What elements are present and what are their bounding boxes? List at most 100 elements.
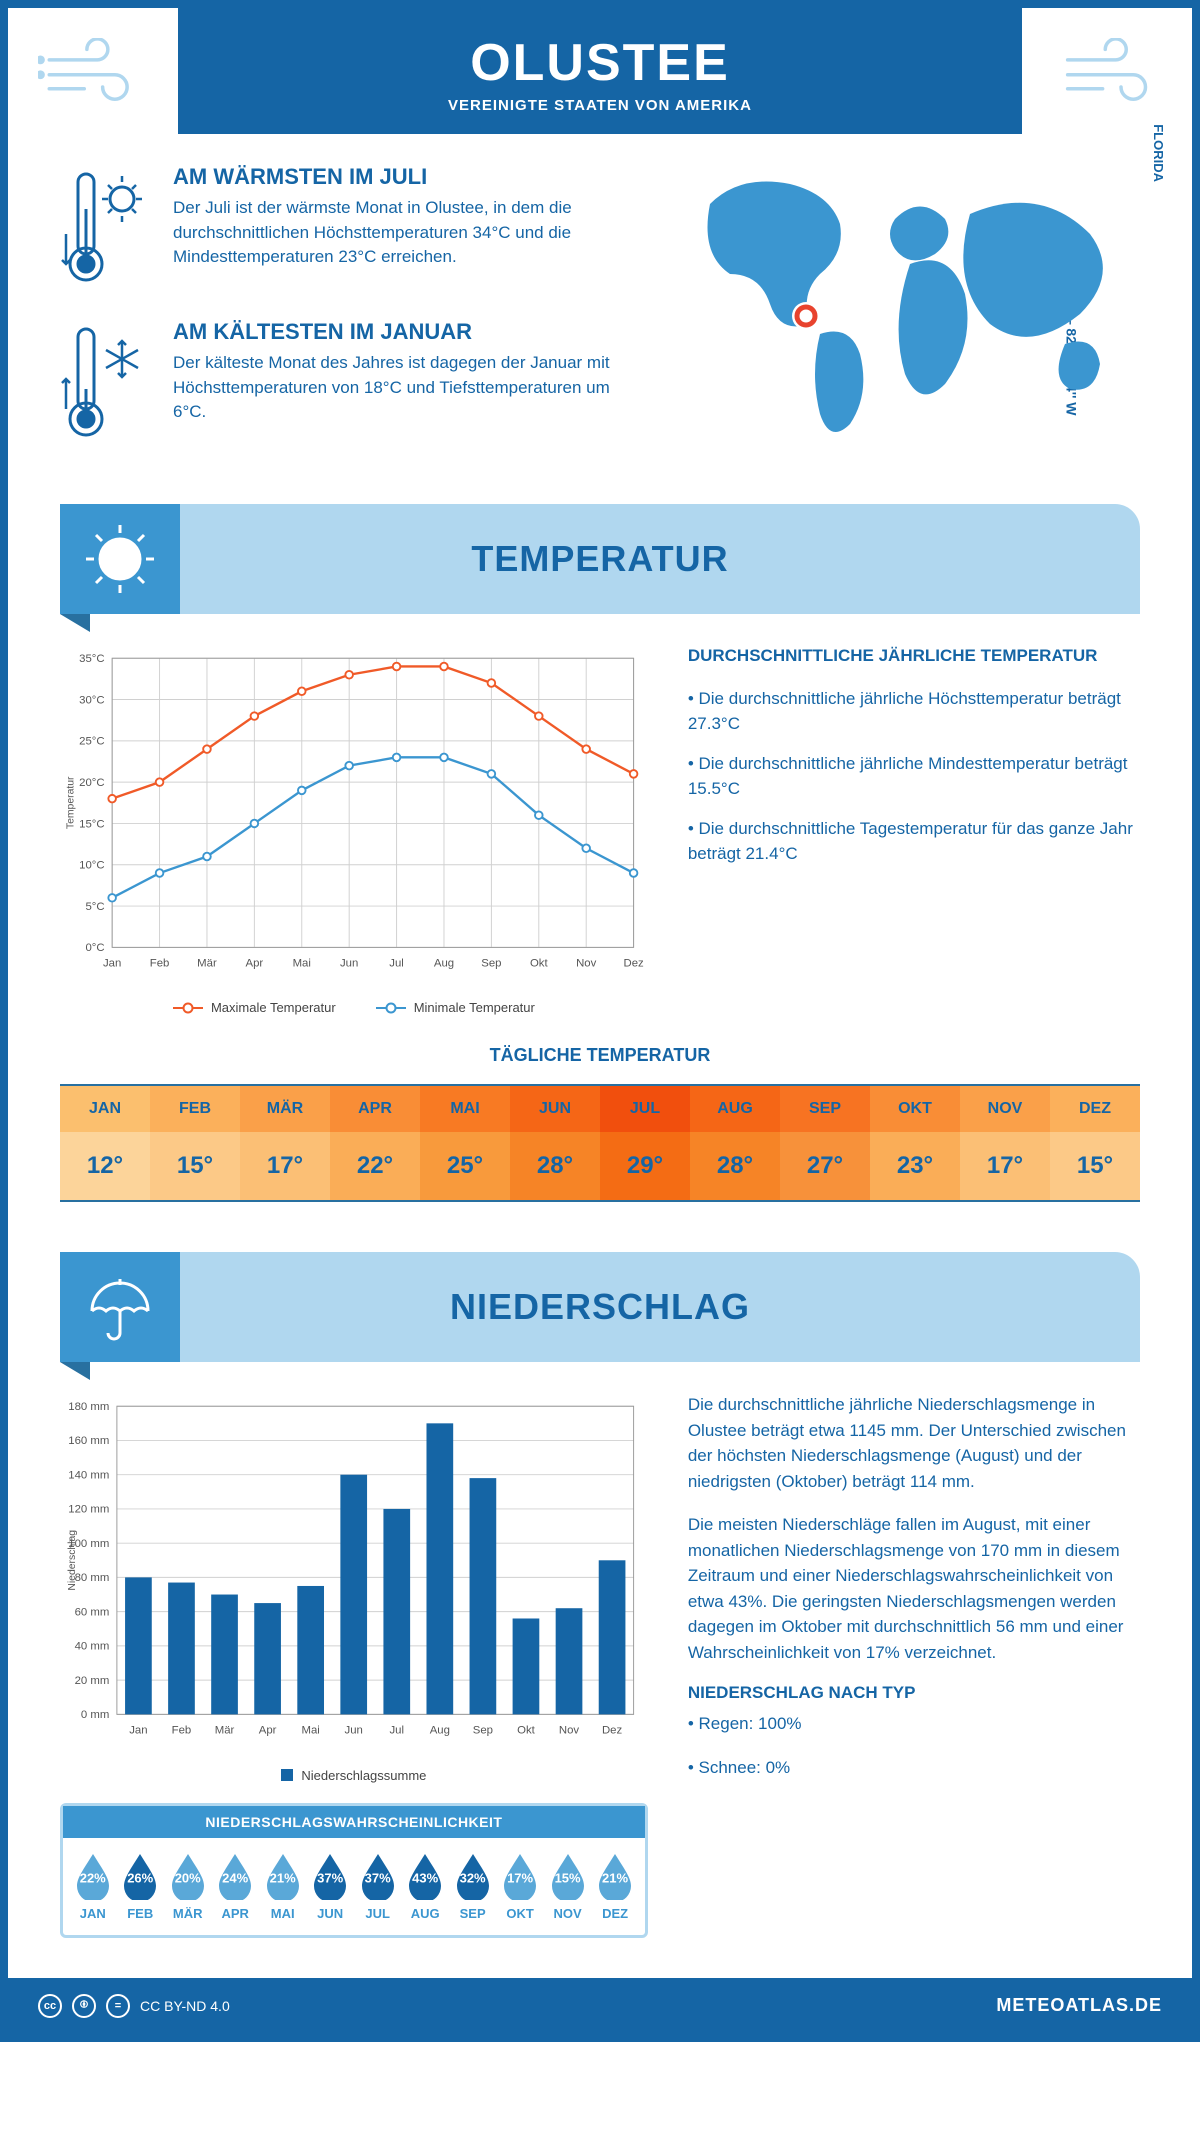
precip-title: NIEDERSCHLAG xyxy=(60,1252,1140,1362)
svg-text:80 mm: 80 mm xyxy=(75,1573,110,1585)
precip-p3: • Regen: 100% xyxy=(688,1711,1140,1737)
svg-text:Nov: Nov xyxy=(576,957,597,969)
prob-cell: 17%OKT xyxy=(496,1852,543,1921)
prob-cell: 32%SEP xyxy=(449,1852,496,1921)
precip-p4: • Schnee: 0% xyxy=(688,1755,1140,1781)
svg-text:140 mm: 140 mm xyxy=(68,1470,109,1482)
prob-cell: 24%APR xyxy=(211,1852,258,1921)
prob-title: NIEDERSCHLAGSWAHRSCHEINLICHKEIT xyxy=(63,1806,645,1838)
page-title: OLUSTEE xyxy=(8,33,1192,93)
svg-text:Dez: Dez xyxy=(602,1725,623,1737)
precip-probability-box: NIEDERSCHLAGSWAHRSCHEINLICHKEIT 22%JAN26… xyxy=(60,1803,648,1938)
bar-legend: Niederschlagssumme xyxy=(60,1768,648,1783)
svg-text:Apr: Apr xyxy=(246,957,264,969)
chart-legend: Maximale Temperatur Minimale Temperatur xyxy=(60,1000,648,1015)
svg-text:Mär: Mär xyxy=(197,957,217,969)
temp-cell: NOV17° xyxy=(960,1086,1050,1200)
temp-text-p1: • Die durchschnittliche jährliche Höchst… xyxy=(688,686,1140,737)
prob-cell: 26%FEB xyxy=(116,1852,163,1921)
precip-section-header: NIEDERSCHLAG xyxy=(60,1252,1140,1362)
prob-cell: 15%NOV xyxy=(544,1852,591,1921)
precip-heading: NIEDERSCHLAG NACH TYP xyxy=(688,1683,1140,1703)
precip-p2: Die meisten Niederschläge fallen im Augu… xyxy=(688,1512,1140,1665)
svg-text:10°C: 10°C xyxy=(79,860,104,872)
license-block: cc 🅯 = CC BY-ND 4.0 xyxy=(38,1994,230,2018)
thermometer-sun-icon xyxy=(60,164,155,294)
temperature-line-chart: 0°C5°C10°C15°C20°C25°C30°C35°CJanFebMärA… xyxy=(60,644,648,1015)
license-text: CC BY-ND 4.0 xyxy=(140,1998,230,2014)
svg-text:Mär: Mär xyxy=(215,1725,235,1737)
temp-text-p2: • Die durchschnittliche jährliche Mindes… xyxy=(688,751,1140,802)
svg-text:25°C: 25°C xyxy=(79,736,104,748)
prob-cell: 21%DEZ xyxy=(591,1852,638,1921)
by-icon: 🅯 xyxy=(72,1994,96,2018)
svg-text:0 mm: 0 mm xyxy=(81,1709,109,1721)
temp-cell: OKT23° xyxy=(870,1086,960,1200)
svg-text:35°C: 35°C xyxy=(79,653,104,665)
warmest-block: AM WÄRMSTEN IM JULI Der Juli ist der wär… xyxy=(60,164,640,294)
page-footer: cc 🅯 = CC BY-ND 4.0 METEOATLAS.DE xyxy=(8,1978,1192,2034)
svg-text:180 mm: 180 mm xyxy=(68,1401,109,1413)
warmest-title: AM WÄRMSTEN IM JULI xyxy=(173,164,640,190)
svg-text:15°C: 15°C xyxy=(79,818,104,830)
svg-text:5°C: 5°C xyxy=(85,901,104,913)
svg-text:60 mm: 60 mm xyxy=(75,1607,110,1619)
temp-cell: JUN28° xyxy=(510,1086,600,1200)
svg-text:Jun: Jun xyxy=(345,1725,363,1737)
legend-bar: Niederschlagssumme xyxy=(301,1768,426,1783)
nd-icon: = xyxy=(106,1994,130,2018)
svg-text:120 mm: 120 mm xyxy=(68,1504,109,1516)
precip-bar-chart: 0 mm20 mm40 mm60 mm80 mm100 mm120 mm140 … xyxy=(60,1392,648,1937)
svg-text:Aug: Aug xyxy=(434,957,454,969)
svg-text:Jul: Jul xyxy=(389,957,404,969)
svg-text:Mai: Mai xyxy=(302,1725,320,1737)
temp-cell: JAN12° xyxy=(60,1086,150,1200)
svg-text:Dez: Dez xyxy=(623,957,644,969)
precip-p1: Die durchschnittliche jährliche Niedersc… xyxy=(688,1392,1140,1494)
temp-cell: JUL29° xyxy=(600,1086,690,1200)
temp-text-p3: • Die durchschnittliche Tagestemperatur … xyxy=(688,816,1140,867)
svg-text:Niederschlag: Niederschlag xyxy=(67,1530,78,1591)
umbrella-icon xyxy=(60,1252,180,1362)
coldest-text: Der kälteste Monat des Jahres ist dagege… xyxy=(173,351,640,425)
svg-text:Jun: Jun xyxy=(340,957,358,969)
temperature-title: TEMPERATUR xyxy=(60,504,1140,614)
prob-cell: 43%AUG xyxy=(401,1852,448,1921)
temp-cell: MAI25° xyxy=(420,1086,510,1200)
page-subtitle: VEREINIGTE STAATEN VON AMERIKA xyxy=(8,97,1192,114)
coldest-title: AM KÄLTESTEN IM JANUAR xyxy=(173,319,640,345)
coldest-block: AM KÄLTESTEN IM JANUAR Der kälteste Mona… xyxy=(60,319,640,449)
svg-text:Jan: Jan xyxy=(103,957,121,969)
legend-min: Minimale Temperatur xyxy=(414,1000,535,1015)
page-header: OLUSTEE VEREINIGTE STAATEN VON AMERIKA xyxy=(8,8,1192,134)
svg-text:Jul: Jul xyxy=(390,1725,405,1737)
prob-cell: 22%JAN xyxy=(69,1852,116,1921)
prob-cell: 37%JUN xyxy=(306,1852,353,1921)
svg-text:Jan: Jan xyxy=(129,1725,147,1737)
temp-cell: FEB15° xyxy=(150,1086,240,1200)
svg-text:Nov: Nov xyxy=(559,1725,580,1737)
daily-temp-title: TÄGLICHE TEMPERATUR xyxy=(60,1045,1140,1066)
svg-text:Feb: Feb xyxy=(172,1725,192,1737)
world-map xyxy=(660,164,1140,444)
sun-icon xyxy=(60,504,180,614)
temp-cell: AUG28° xyxy=(690,1086,780,1200)
svg-text:Aug: Aug xyxy=(430,1725,450,1737)
temp-text-heading: DURCHSCHNITTLICHE JÄHRLICHE TEMPERATUR xyxy=(688,644,1140,668)
cc-icon: cc xyxy=(38,1994,62,2018)
legend-max: Maximale Temperatur xyxy=(211,1000,336,1015)
svg-text:Sep: Sep xyxy=(481,957,501,969)
temp-cell: MÄR17° xyxy=(240,1086,330,1200)
prob-cell: 37%JUL xyxy=(354,1852,401,1921)
svg-text:Feb: Feb xyxy=(150,957,170,969)
temp-cell: DEZ15° xyxy=(1050,1086,1140,1200)
svg-text:0°C: 0°C xyxy=(85,942,104,954)
temp-cell: SEP27° xyxy=(780,1086,870,1200)
temp-cell: APR22° xyxy=(330,1086,420,1200)
svg-text:Okt: Okt xyxy=(530,957,549,969)
wind-icon xyxy=(1022,8,1192,138)
svg-text:160 mm: 160 mm xyxy=(68,1436,109,1448)
prob-cell: 21%MAI xyxy=(259,1852,306,1921)
svg-text:30°C: 30°C xyxy=(79,694,104,706)
svg-text:Apr: Apr xyxy=(259,1725,277,1737)
